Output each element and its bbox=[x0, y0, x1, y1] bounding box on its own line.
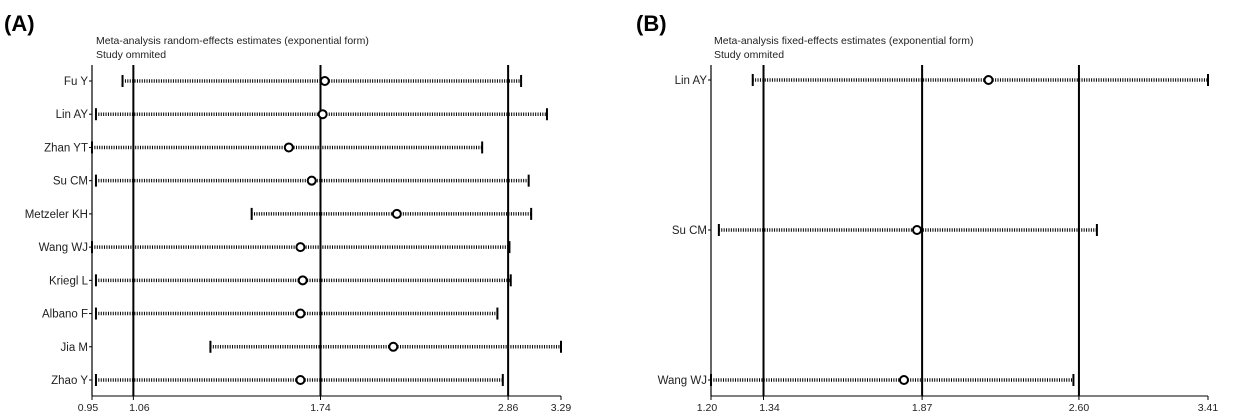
study-label: Zhao Y bbox=[51, 375, 88, 387]
panel-a-title: Meta-analysis random-effects estimates (… bbox=[96, 35, 369, 47]
x-tick-label: 1.74 bbox=[310, 402, 331, 414]
study-label: Zhan YT bbox=[44, 142, 88, 154]
point-estimate bbox=[295, 308, 306, 319]
study-label: Lin AY bbox=[675, 75, 708, 87]
point-estimate bbox=[391, 208, 402, 219]
x-tick-label: 3.29 bbox=[551, 402, 572, 414]
panel-a-subtitle: Study ommited bbox=[96, 49, 166, 61]
x-tick-label: 2.60 bbox=[1069, 402, 1090, 414]
x-tick-label: 1.20 bbox=[697, 402, 718, 414]
panel-a-label: (A) bbox=[4, 11, 35, 36]
panel-b-title: Meta-analysis fixed-effects estimates (e… bbox=[714, 35, 974, 47]
x-tick-label: 1.87 bbox=[912, 402, 933, 414]
point-estimate bbox=[295, 375, 306, 385]
point-estimate bbox=[983, 75, 994, 85]
point-estimate bbox=[319, 76, 330, 86]
panel-b-label: (B) bbox=[636, 11, 667, 36]
study-label: Kriegl L bbox=[49, 275, 89, 287]
study-label: Lin AY bbox=[56, 109, 89, 121]
x-tick-label: 2.86 bbox=[498, 402, 519, 414]
study-label: Wang WJ bbox=[39, 242, 88, 254]
study-label: Su CM bbox=[672, 225, 707, 237]
study-label: Albano F bbox=[42, 309, 88, 321]
point-estimate bbox=[317, 109, 328, 120]
panel-b-plot: 1.20 1.34 1.87 2.60 3.41 Lin AY Su CM Wang WJ bbox=[658, 65, 1219, 414]
study-label: Jia M bbox=[61, 342, 88, 354]
study-label: Su CM bbox=[53, 176, 88, 188]
study-label: Wang WJ bbox=[658, 375, 707, 387]
point-estimate bbox=[283, 142, 294, 153]
x-tick-label: 1.06 bbox=[129, 402, 150, 414]
point-estimate bbox=[898, 375, 909, 385]
point-estimate bbox=[388, 341, 399, 352]
panel-a-plot: 0.95 1.06 1.74 2.86 3.29 Fu Y Lin AY Zhan YT Su … bbox=[25, 65, 572, 414]
panel-b-subtitle: Study ommited bbox=[714, 49, 784, 61]
study-label: Metzeler KH bbox=[25, 209, 88, 221]
x-tick-label: 3.41 bbox=[1198, 402, 1219, 414]
x-tick-label: 0.95 bbox=[78, 402, 99, 414]
point-estimate bbox=[297, 275, 308, 286]
study-label: Fu Y bbox=[64, 76, 88, 88]
point-estimate bbox=[911, 225, 922, 235]
point-estimate bbox=[306, 175, 317, 186]
point-estimate bbox=[295, 242, 306, 253]
x-tick-label: 1.34 bbox=[759, 402, 780, 414]
